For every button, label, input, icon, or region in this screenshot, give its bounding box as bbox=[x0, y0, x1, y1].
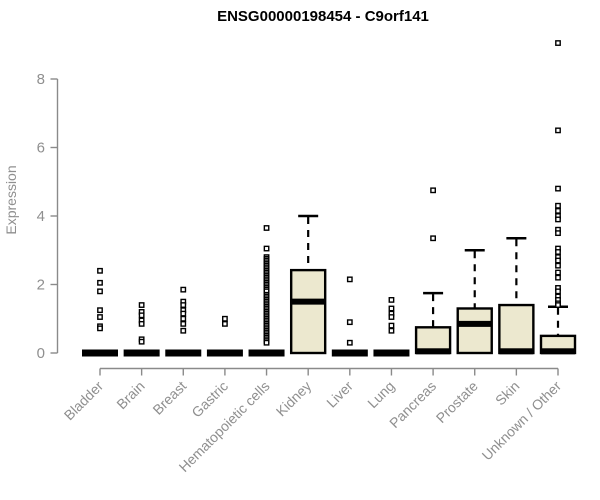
y-tick-label: 2 bbox=[37, 277, 45, 294]
boxplot-brain bbox=[123, 302, 160, 357]
outlier-point bbox=[180, 320, 187, 327]
outlier-point bbox=[555, 249, 561, 255]
x-category-label: Brain bbox=[113, 378, 147, 412]
median-bar bbox=[291, 298, 326, 305]
outlier-point bbox=[97, 288, 103, 295]
outlier-point bbox=[430, 187, 436, 194]
boxplot-skin bbox=[498, 237, 535, 355]
outlier-point bbox=[180, 327, 187, 334]
outlier-point bbox=[97, 279, 103, 286]
boxplot-lung bbox=[373, 297, 410, 357]
median-bar-collapsed bbox=[123, 349, 160, 357]
chart-title: ENSG00000198454 - C9orf141 bbox=[217, 8, 429, 25]
boxplot-hematopoietic-cells bbox=[248, 225, 285, 357]
outlier-point bbox=[555, 185, 561, 192]
median-bar bbox=[416, 348, 451, 355]
x-category-label: Skin bbox=[492, 378, 523, 409]
outlier-point bbox=[97, 307, 103, 314]
x-category-label: Prostate bbox=[433, 378, 481, 426]
boxplot-bladder bbox=[82, 267, 118, 357]
box-iqr bbox=[456, 307, 493, 355]
outlier-point bbox=[180, 286, 187, 293]
outlier-point bbox=[388, 322, 395, 329]
outlier-point bbox=[97, 267, 103, 274]
outlier-point bbox=[555, 274, 561, 281]
median-bar-collapsed bbox=[82, 349, 118, 357]
median-bar-collapsed bbox=[206, 349, 243, 357]
median-bar-collapsed bbox=[331, 349, 368, 357]
outlier-point bbox=[555, 207, 561, 214]
outlier-point bbox=[555, 302, 561, 308]
outlier-point bbox=[555, 269, 561, 276]
y-axis-label: Expression bbox=[3, 165, 19, 234]
boxplot-kidney bbox=[289, 214, 327, 355]
outlier-point bbox=[263, 225, 270, 231]
x-category-label: Liver bbox=[323, 378, 356, 411]
outlier-point bbox=[430, 235, 436, 242]
outlier-point bbox=[180, 302, 187, 308]
outlier-point bbox=[555, 202, 561, 209]
outlier-point bbox=[555, 257, 561, 264]
box-iqr bbox=[498, 303, 535, 355]
boxplot-gastric bbox=[206, 315, 243, 357]
outlier-point bbox=[263, 245, 270, 252]
outlier-point bbox=[180, 310, 187, 317]
y-tick-label: 0 bbox=[37, 345, 45, 362]
outlier-point bbox=[138, 338, 145, 345]
median-bar-collapsed bbox=[373, 349, 410, 357]
outlier-point bbox=[222, 315, 228, 322]
outlier-point bbox=[388, 305, 395, 312]
median-bar bbox=[541, 348, 575, 355]
outlier-point bbox=[180, 315, 187, 322]
x-category-label: Lung bbox=[364, 378, 397, 411]
box-iqr bbox=[289, 268, 327, 355]
median-bar bbox=[499, 348, 534, 355]
outlier-point bbox=[388, 314, 395, 320]
x-category-label: Unknown / Other bbox=[479, 378, 565, 464]
median-bar-collapsed bbox=[248, 349, 285, 357]
outlier-point bbox=[138, 312, 145, 319]
median-bar-collapsed bbox=[165, 349, 202, 357]
y-tick-label: 8 bbox=[37, 71, 45, 88]
outlier-point bbox=[346, 276, 353, 283]
y-tick-label: 6 bbox=[37, 140, 45, 157]
outlier-point bbox=[388, 327, 395, 334]
outlier-point bbox=[138, 302, 145, 308]
outlier-point bbox=[97, 325, 103, 332]
outlier-point bbox=[555, 288, 561, 295]
outlier-point bbox=[555, 127, 561, 134]
x-category-label: Bladder bbox=[61, 378, 107, 424]
outlier-point bbox=[388, 297, 395, 303]
x-category-label: Breast bbox=[149, 378, 189, 418]
outlier-point bbox=[346, 319, 353, 326]
outlier-point bbox=[346, 339, 353, 346]
outlier-point bbox=[555, 40, 561, 46]
boxplot-unknown-other bbox=[539, 40, 577, 355]
x-category-label: Kidney bbox=[273, 378, 315, 420]
boxplot-breast bbox=[165, 286, 202, 357]
y-tick-label: 4 bbox=[37, 208, 45, 225]
outlier-point bbox=[555, 230, 561, 237]
outlier-point bbox=[97, 314, 103, 320]
outlier-point bbox=[222, 320, 228, 327]
boxplot-pancreas bbox=[414, 187, 452, 355]
boxplot-prostate bbox=[456, 249, 493, 355]
outlier-point bbox=[138, 320, 145, 327]
outlier-point bbox=[555, 262, 561, 269]
median-bar bbox=[457, 320, 492, 327]
boxplot-liver bbox=[331, 276, 368, 357]
outlier-point bbox=[555, 216, 561, 223]
outlier-point bbox=[263, 339, 270, 346]
